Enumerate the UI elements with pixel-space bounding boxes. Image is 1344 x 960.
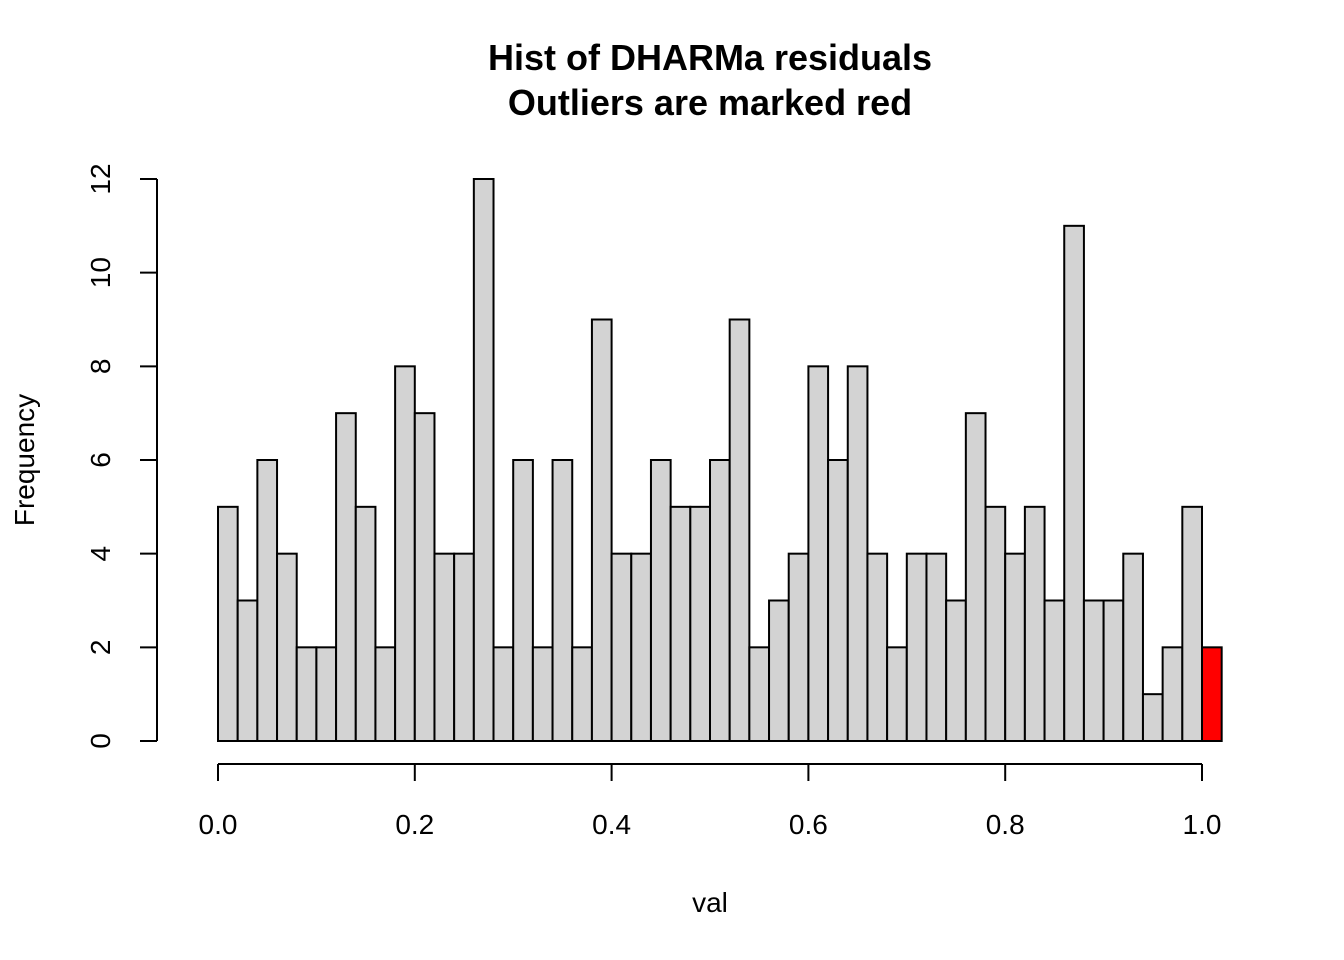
histogram-bar <box>1063 224 1085 743</box>
histogram-bar <box>217 505 239 743</box>
x-tick-label: 0.2 <box>395 809 434 840</box>
histogram-bar <box>315 646 338 742</box>
y-tick-label: 0 <box>85 733 116 749</box>
histogram-bar <box>1161 646 1184 742</box>
x-tick-label: 1.0 <box>1183 809 1222 840</box>
histogram-bar <box>669 505 692 743</box>
histogram-bar <box>610 552 633 743</box>
y-tick-label: 2 <box>85 640 116 656</box>
histogram-bar <box>413 412 436 742</box>
histogram-bar <box>709 459 731 742</box>
histogram-bar <box>512 459 534 742</box>
x-axis: 0.0 0.2 0.4 0.6 0.8 1.0 <box>199 763 1222 840</box>
histogram-bar <box>531 646 554 742</box>
y-tick-label: 6 <box>85 452 116 468</box>
histogram-bar <box>925 552 948 743</box>
histogram-bar <box>827 459 849 742</box>
histogram-bar <box>787 552 810 743</box>
histogram-bar <box>1141 693 1164 743</box>
histogram-bar <box>433 552 456 743</box>
x-axis-label: val <box>692 887 728 918</box>
histogram-bar <box>1181 505 1203 743</box>
histogram-bar <box>276 552 298 743</box>
histogram-bar-outlier <box>1201 646 1223 742</box>
x-tick-label: 0.0 <box>199 809 238 840</box>
histogram-bar <box>1023 505 1046 743</box>
histogram-bar <box>571 646 593 742</box>
y-tick-label: 4 <box>85 546 116 562</box>
histogram-bar <box>335 412 357 742</box>
x-tick-label: 0.4 <box>592 809 631 840</box>
histogram-bar <box>768 599 790 742</box>
y-tick-label: 12 <box>85 163 116 194</box>
histogram-bar <box>984 505 1007 743</box>
histogram-bar <box>866 552 889 743</box>
histogram-bar <box>1102 599 1125 742</box>
y-tick-label: 10 <box>85 257 116 288</box>
histogram-bar <box>905 552 928 743</box>
y-axis-label: Frequency <box>9 394 40 526</box>
histogram-bar <box>689 505 712 743</box>
y-axis: 0 2 4 6 8 10 12 <box>85 163 158 749</box>
histogram-bar <box>846 365 869 742</box>
histogram-bar <box>964 412 987 742</box>
histogram-bar <box>630 552 652 743</box>
histogram-bar <box>1043 599 1066 742</box>
histogram-bar <box>1082 599 1105 742</box>
histogram-bar <box>492 646 515 742</box>
histogram-bar <box>354 505 377 743</box>
histogram-bar <box>394 365 416 742</box>
histogram-bar <box>472 178 495 742</box>
histogram-bar <box>1004 552 1026 743</box>
histogram-bar <box>748 646 771 742</box>
histogram-bar <box>728 318 751 742</box>
x-tick-label: 0.6 <box>789 809 828 840</box>
histogram-bar <box>1122 552 1144 743</box>
bars-group <box>217 178 1223 743</box>
histogram-bar <box>453 552 475 743</box>
histogram-bar <box>374 646 397 742</box>
histogram-bar <box>551 459 574 742</box>
histogram-bar <box>945 599 967 742</box>
histogram-bar <box>590 318 613 742</box>
histogram-bar <box>295 646 318 742</box>
histogram-bar <box>236 599 259 742</box>
chart-subtitle: Outliers are marked red <box>508 82 912 123</box>
x-tick-label: 0.8 <box>986 809 1025 840</box>
histogram-bar <box>807 365 830 742</box>
y-tick-label: 8 <box>85 359 116 375</box>
histogram-bar <box>886 646 908 742</box>
histogram-bar <box>649 459 672 742</box>
chart-title: Hist of DHARMa residuals <box>488 37 932 78</box>
histogram-bar <box>256 459 279 742</box>
